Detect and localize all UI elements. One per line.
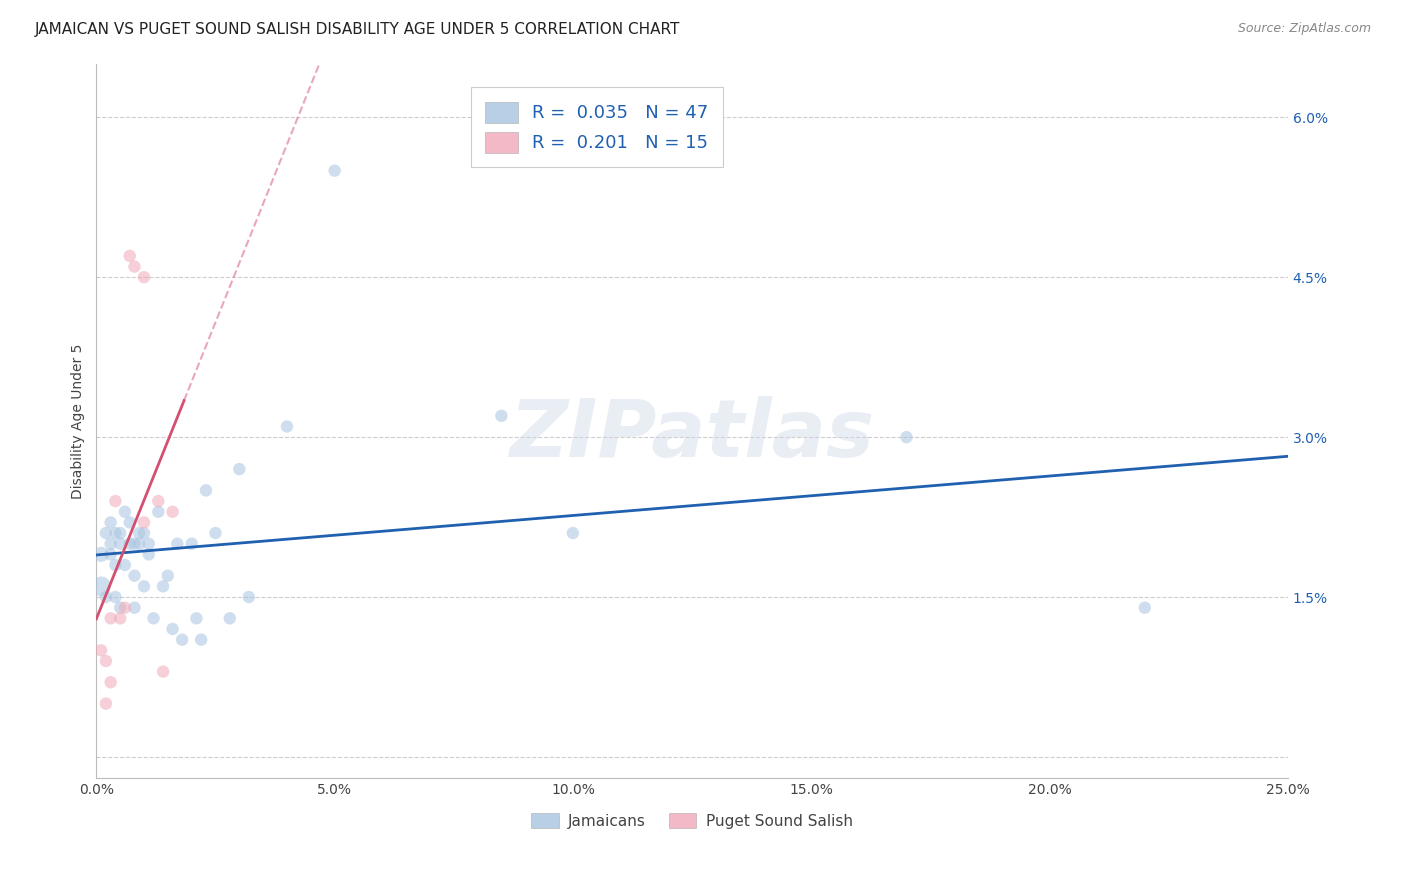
Point <box>90 579 112 593</box>
Point <box>132 579 155 593</box>
Point <box>218 611 240 625</box>
Legend: Jamaicans, Puget Sound Salish: Jamaicans, Puget Sound Salish <box>526 806 859 835</box>
Point <box>156 568 179 582</box>
Point <box>148 505 170 519</box>
Point <box>132 516 155 530</box>
Point <box>204 526 226 541</box>
Point <box>152 665 174 679</box>
Point <box>128 537 150 551</box>
Point <box>124 260 146 274</box>
Point <box>124 537 146 551</box>
Point <box>100 611 122 625</box>
Point <box>323 163 346 178</box>
Point <box>180 537 202 551</box>
Point <box>152 579 174 593</box>
Point <box>108 611 131 625</box>
Text: Source: ZipAtlas.com: Source: ZipAtlas.com <box>1237 22 1371 36</box>
Point <box>148 494 170 508</box>
Point <box>162 622 184 636</box>
Point <box>114 558 136 572</box>
Point <box>118 249 141 263</box>
Point <box>114 600 136 615</box>
Point <box>1133 600 1156 615</box>
Point <box>108 537 131 551</box>
Point <box>172 632 194 647</box>
Point <box>124 600 146 615</box>
Point <box>194 483 217 498</box>
Point <box>124 568 146 582</box>
Y-axis label: Disability Age Under 5: Disability Age Under 5 <box>72 343 86 499</box>
Point <box>94 697 117 711</box>
Point <box>896 430 918 444</box>
Point <box>104 558 127 572</box>
Point <box>108 600 131 615</box>
Text: JAMAICAN VS PUGET SOUND SALISH DISABILITY AGE UNDER 5 CORRELATION CHART: JAMAICAN VS PUGET SOUND SALISH DISABILIT… <box>35 22 681 37</box>
Point <box>561 526 583 541</box>
Point <box>94 526 117 541</box>
Point <box>100 675 122 690</box>
Point <box>132 526 155 541</box>
Point <box>104 526 127 541</box>
Point <box>100 516 122 530</box>
Point <box>142 611 165 625</box>
Point <box>138 537 160 551</box>
Point <box>90 643 112 657</box>
Point <box>186 611 208 625</box>
Point <box>118 516 141 530</box>
Point <box>128 526 150 541</box>
Point <box>238 590 260 604</box>
Point <box>100 548 122 562</box>
Text: ZIPatlas: ZIPatlas <box>509 396 875 475</box>
Point <box>132 270 155 285</box>
Point <box>228 462 250 476</box>
Point <box>138 548 160 562</box>
Point <box>114 505 136 519</box>
Point <box>90 548 112 562</box>
Point <box>190 632 212 647</box>
Point <box>166 537 188 551</box>
Point <box>100 537 122 551</box>
Point <box>94 654 117 668</box>
Point <box>104 494 127 508</box>
Point <box>108 526 131 541</box>
Point <box>104 590 127 604</box>
Point <box>118 537 141 551</box>
Point <box>94 590 117 604</box>
Point <box>162 505 184 519</box>
Point <box>276 419 298 434</box>
Point <box>491 409 513 423</box>
